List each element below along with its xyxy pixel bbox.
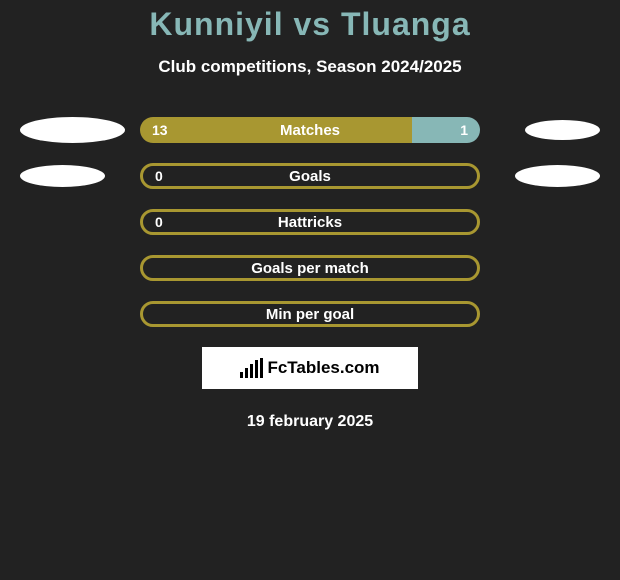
comparison-title: Kunniyil vs Tluanga bbox=[0, 6, 620, 43]
stat-label: Goals bbox=[143, 166, 477, 186]
stat-label: Min per goal bbox=[143, 304, 477, 324]
date-text: 19 february 2025 bbox=[0, 413, 620, 431]
bar-left-fill bbox=[140, 117, 412, 143]
stats-rows: Matches131Goals0Hattricks0Goals per matc… bbox=[0, 117, 620, 327]
player-right-name: Tluanga bbox=[341, 6, 471, 42]
stat-row: Min per goal bbox=[0, 301, 620, 327]
stat-label: Goals per match bbox=[143, 258, 477, 278]
left-ellipse-slot bbox=[20, 117, 120, 143]
bars-icon bbox=[240, 358, 263, 378]
attribution-badge: FcTables.com bbox=[202, 347, 418, 389]
stat-left-value: 0 bbox=[155, 212, 163, 232]
stat-row: Goals0 bbox=[0, 163, 620, 189]
subtitle: Club competitions, Season 2024/2025 bbox=[0, 57, 620, 77]
right-ellipse bbox=[515, 165, 600, 187]
stat-row: Matches131 bbox=[0, 117, 620, 143]
bar-right-fill bbox=[412, 117, 480, 143]
vs-text: vs bbox=[293, 6, 331, 42]
attribution-text: FcTables.com bbox=[267, 358, 379, 378]
left-ellipse-slot bbox=[20, 165, 120, 187]
right-ellipse-slot bbox=[500, 165, 600, 187]
comparison-card: Kunniyil vs Tluanga Club competitions, S… bbox=[0, 0, 620, 431]
stat-bar: Goals per match bbox=[140, 255, 480, 281]
stat-row: Goals per match bbox=[0, 255, 620, 281]
stat-left-value: 0 bbox=[155, 166, 163, 186]
stat-row: Hattricks0 bbox=[0, 209, 620, 235]
right-ellipse-slot bbox=[500, 120, 600, 140]
left-ellipse bbox=[20, 165, 105, 187]
right-ellipse bbox=[525, 120, 600, 140]
stat-bar: Hattricks0 bbox=[140, 209, 480, 235]
player-left-name: Kunniyil bbox=[149, 6, 283, 42]
stat-bar: Min per goal bbox=[140, 301, 480, 327]
stat-label: Hattricks bbox=[143, 212, 477, 232]
stat-bar: Goals0 bbox=[140, 163, 480, 189]
left-ellipse bbox=[20, 117, 125, 143]
stat-bar: Matches131 bbox=[140, 117, 480, 143]
